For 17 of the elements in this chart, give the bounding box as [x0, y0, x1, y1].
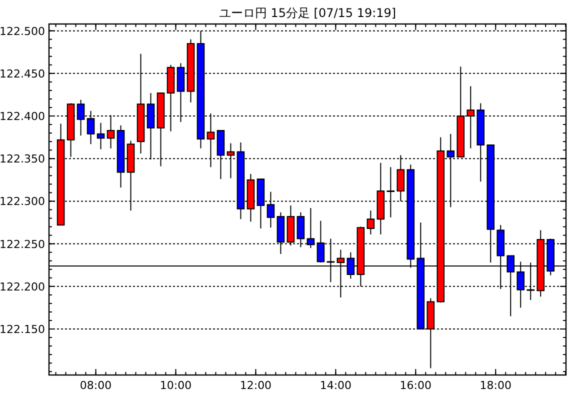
x-tick-label: 08:00 [80, 379, 112, 392]
y-tick-label: 122.400 [0, 110, 45, 124]
y-tick-label: 122.300 [0, 195, 45, 208]
x-tick-label: 10:00 [160, 379, 192, 392]
x-tick-label: 16:00 [400, 379, 432, 392]
y-tick-label: 122.150 [0, 322, 45, 336]
x-tick-label: 18:00 [480, 379, 512, 392]
candlestick [366, 210, 375, 235]
y-tick-label: 122.250 [0, 238, 45, 251]
chart-title: ユーロ円 15分足 [07/15 19:19] [218, 6, 396, 20]
y-tick-label: 122.500 [0, 24, 45, 38]
x-tick-label: 14:00 [320, 379, 352, 392]
y-tick-label: 122.200 [0, 280, 45, 294]
candlestick [96, 122, 105, 150]
y-tick-label: 122.450 [0, 67, 45, 80]
y-tick-label: 122.350 [0, 152, 45, 166]
x-tick-label: 12:00 [240, 379, 272, 392]
